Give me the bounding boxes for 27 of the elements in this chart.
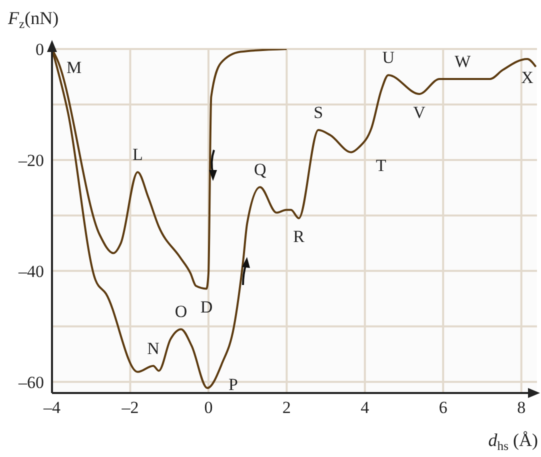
annotation: X bbox=[521, 68, 534, 87]
x-tick-label: 0 bbox=[204, 398, 213, 418]
x-axis-title: d$_{hs}$ (Å) bbox=[488, 430, 538, 453]
annotation: D bbox=[200, 298, 213, 317]
annotation: T bbox=[376, 156, 387, 176]
y-tick-label: 0 bbox=[36, 40, 44, 60]
annotation: U bbox=[382, 48, 395, 68]
annotation: M bbox=[66, 58, 82, 77]
annotation: L bbox=[132, 145, 143, 164]
annotation: V bbox=[413, 102, 426, 122]
x-tick-label: 6 bbox=[438, 398, 448, 418]
y-tick-label: –20 bbox=[18, 151, 44, 170]
y-tick-label: –60 bbox=[18, 372, 44, 392]
annotation: W bbox=[454, 52, 472, 71]
annotation: P bbox=[228, 375, 238, 394]
annotation: N bbox=[147, 338, 160, 358]
annotation: Q bbox=[254, 160, 266, 180]
y-tick-label: –40 bbox=[18, 262, 44, 281]
x-tick-label: –4 bbox=[42, 398, 61, 418]
x-tick-label: –2 bbox=[120, 398, 139, 418]
x-tick-label: 2 bbox=[282, 398, 291, 418]
annotation: O bbox=[174, 302, 188, 322]
annotation: R bbox=[293, 227, 306, 246]
x-tick-label: 4 bbox=[360, 398, 370, 418]
y-axis-title: F$_{z}$(nN) bbox=[7, 8, 59, 31]
annotation: S bbox=[314, 103, 324, 122]
x-tick-label: 8 bbox=[517, 398, 526, 418]
